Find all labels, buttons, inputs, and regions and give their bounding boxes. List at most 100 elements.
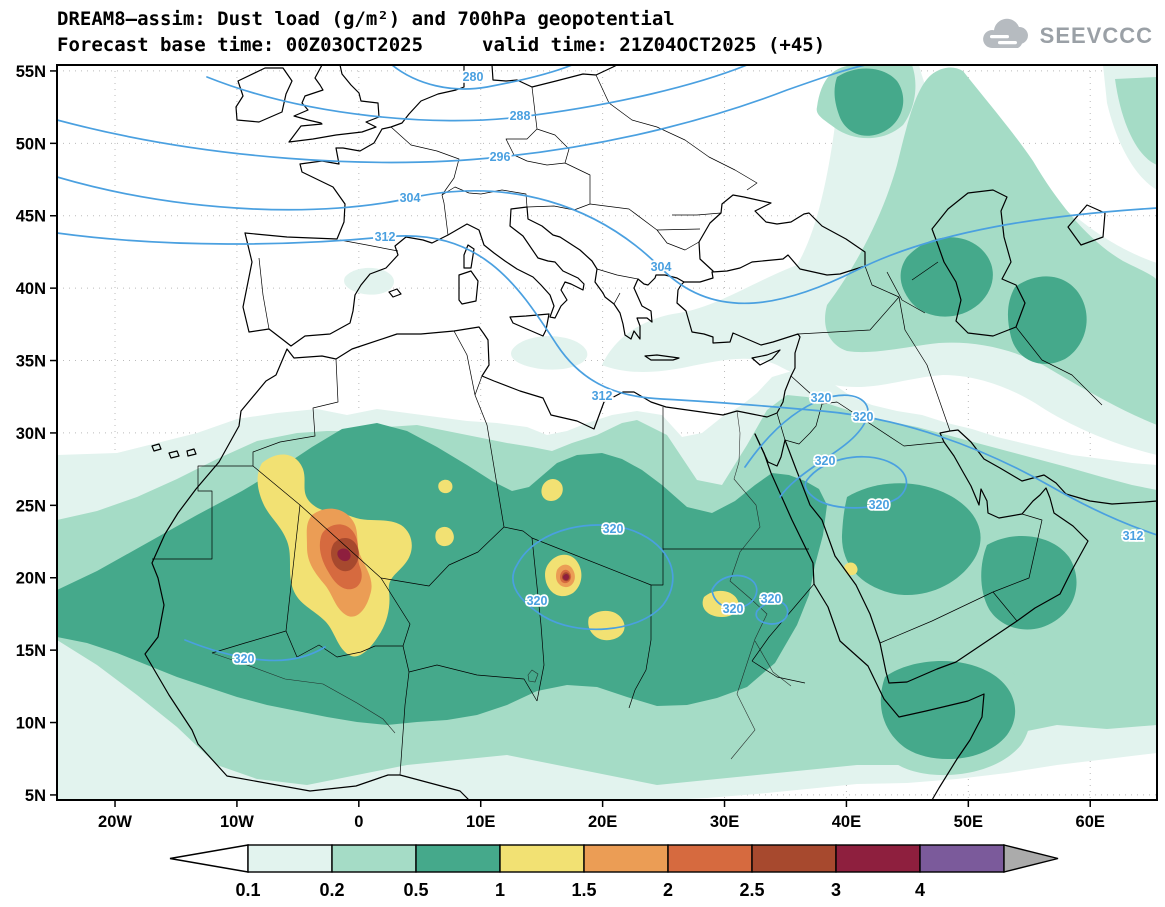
lon-tick-label: 60E — [1076, 813, 1105, 831]
geopotential-contour-280 — [391, 65, 573, 90]
lat-tick-label: 55N — [16, 63, 46, 81]
lat-tick-label: 5N — [25, 787, 46, 805]
colorbar-tick-label: 3 — [831, 880, 841, 900]
dust-area-ge-1 — [435, 526, 454, 547]
contour-labels: 280 288 296 304 304 312 312 312 320 320 320 320 320 3… — [232, 68, 1145, 668]
contour-label-320: 320 — [234, 652, 255, 666]
country-border — [399, 645, 538, 776]
contour-label-320: 320 — [761, 592, 782, 606]
colorbar-arrow-left — [169, 844, 249, 873]
dust-area-ge-0.5 — [1007, 276, 1087, 364]
chart-title: DREAM8—assim: Dust load (g/m²) and 700hP… — [57, 8, 675, 30]
lat-tick-label: 25N — [16, 497, 46, 515]
valid-time: valid time: 21Z04OCT2025 (+45) — [482, 34, 826, 56]
dust-area-ge-0.5 — [900, 237, 993, 317]
contour-label-320: 320 — [869, 498, 890, 512]
country-border — [595, 74, 758, 305]
colorbar-segment — [667, 844, 753, 873]
contour-label-320: 320 — [815, 454, 836, 468]
lon-tick-label: 20W — [98, 813, 132, 831]
country-border — [1015, 326, 1103, 406]
coastline — [1067, 204, 1106, 246]
lat-tick-label: 20N — [16, 570, 46, 588]
contour-label-312: 312 — [1123, 529, 1144, 543]
colorbar-tick-label: 2 — [663, 880, 673, 900]
lon-tick-label: 20E — [588, 813, 617, 831]
geopotential-contour-320 — [512, 524, 674, 631]
dust-area-ge-0.1 — [344, 267, 394, 295]
cloud-icon — [979, 16, 1033, 56]
geopotential-contour-288 — [206, 65, 748, 122]
country-border — [258, 239, 399, 330]
dust-area-ge-1 — [541, 479, 563, 501]
contour-label-320: 320 — [811, 391, 832, 405]
colorbar-segment — [583, 844, 669, 873]
dust-area-ge-1 — [438, 479, 453, 494]
country-border — [886, 261, 939, 314]
colorbar-tick-label: 4 — [915, 880, 925, 900]
country-border — [285, 577, 411, 658]
lat-tick-label: 45N — [16, 208, 46, 226]
geopotential-contour-304 — [57, 176, 1157, 305]
colorbar-tick-label: 0.5 — [403, 880, 428, 900]
colorbar-tick-label: 0.2 — [319, 880, 344, 900]
dust-area-ge-0.5 — [834, 68, 904, 136]
lat-tick-label: 40N — [16, 280, 46, 298]
dust-shading — [57, 65, 1157, 800]
geopotential-contour-312 — [57, 232, 1157, 536]
forecast-base-time: Forecast base time: 00Z03OCT2025 — [57, 34, 424, 56]
contour-label-312: 312 — [375, 230, 396, 244]
colorbar-segment — [247, 844, 333, 873]
geopotential-contour-320 — [755, 600, 789, 625]
country-border — [628, 407, 809, 709]
coastline — [754, 433, 985, 800]
lon-tick-label: 50E — [954, 813, 983, 831]
contour-label-304: 304 — [400, 191, 421, 205]
colorbar-segment — [415, 844, 501, 873]
geopotential-contour-320 — [804, 455, 908, 509]
lat-tick-label: 50N — [16, 135, 46, 153]
country-border — [531, 537, 545, 702]
logo-text: SEEVCCC — [1039, 23, 1153, 48]
dust-area-ge-0.1 — [511, 336, 588, 370]
river — [527, 669, 539, 683]
coastline — [288, 65, 380, 143]
country-border — [390, 126, 528, 236]
contour-label-280: 280 — [463, 70, 484, 84]
country-border — [505, 86, 722, 251]
axes: 20W 10W 0 10E 20E 30E 40E 50E 60E 5N 10N 15N 20N 25N 3… — [16, 63, 1105, 831]
coastline — [242, 194, 866, 347]
coastline — [754, 433, 786, 467]
contour-label-320: 320 — [723, 602, 744, 616]
dust-area-ge-3 — [562, 573, 569, 581]
coastline — [931, 189, 1026, 337]
lat-tick-label: 15N — [16, 642, 46, 660]
colorbar-segment — [835, 844, 921, 873]
dust-area-ge-3 — [337, 548, 351, 562]
contour-label-288: 288 — [510, 109, 531, 123]
colorbar-segment — [751, 844, 837, 873]
coastline — [144, 281, 801, 800]
lon-tick-label: 0 — [354, 813, 363, 831]
country-border — [776, 265, 951, 447]
colorbar-segment — [331, 844, 417, 873]
contour-label-296: 296 — [490, 150, 511, 164]
river — [211, 652, 396, 734]
lon-tick-label: 10E — [466, 813, 495, 831]
map-area: 280 288 296 304 304 312 312 312 320 320 320 320 320 3… — [16, 63, 1158, 831]
country-border — [751, 583, 815, 684]
country-border — [486, 424, 533, 539]
coastline — [244, 65, 465, 240]
colorbar-tick-label: 1.5 — [571, 880, 596, 900]
coastline — [491, 65, 618, 88]
lon-tick-label: 30E — [710, 813, 739, 831]
lat-tick-label: 10N — [16, 715, 46, 733]
geography-outlines — [144, 65, 1157, 800]
colorbar-arrow-right — [1003, 844, 1059, 873]
seevccc-logo: SEEVCCC — [979, 16, 1153, 56]
contour-label-320: 320 — [603, 522, 624, 536]
contour-label-320: 320 — [527, 594, 548, 608]
colorbar-tick-label: 2.5 — [739, 880, 764, 900]
country-border — [531, 537, 652, 586]
